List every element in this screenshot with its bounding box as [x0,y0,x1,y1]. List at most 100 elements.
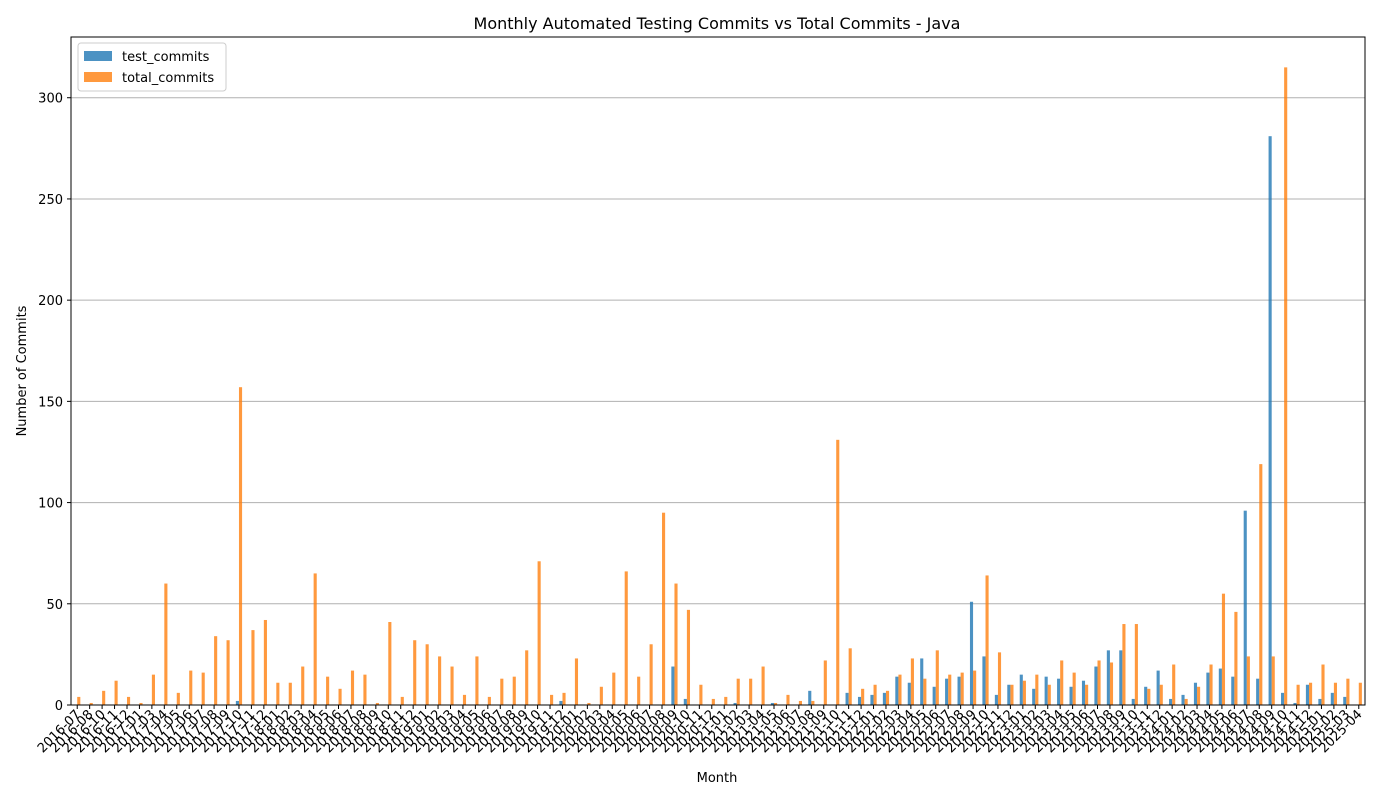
bar-total-commits [413,640,417,705]
bar-test-commits [1106,650,1110,705]
bar-total-commits [1159,684,1163,705]
bar-test-commits [671,666,675,705]
bar-total-commits [798,700,802,705]
bar-test-commits [994,694,998,705]
bar-total-commits [873,684,877,705]
bar-total-commits [1221,593,1226,705]
grid [71,97,1365,706]
bar-total-commits [1147,688,1151,705]
bar-total-commits [114,680,118,705]
bar-total-commits [973,670,977,705]
bar-test-commits [895,676,899,705]
bar-test-commits [1206,672,1210,705]
legend-swatch-total-commits [84,72,112,82]
bar-total-commits [338,688,342,705]
bar-total-commits [562,692,566,705]
bar-test-commits [1318,698,1322,705]
bar-test-commits [1144,686,1148,705]
bar-total-commits [836,439,840,705]
bar-total-commits [102,690,106,705]
bar-total-commits [1109,662,1114,705]
bar-total-commits [1271,656,1275,705]
bar-test-commits [870,694,874,705]
bar-test-commits [845,692,849,705]
bar-total-commits [400,696,404,705]
bar-total-commits [761,666,765,705]
bar-total-commits [699,684,703,705]
x-axis-label: Month [697,771,738,786]
bar-test-commits [957,676,961,705]
plot-frame [70,36,1366,706]
bar-total-commits [674,583,678,705]
bar-test-commits [1305,684,1310,705]
chart-title: Monthly Automated Testing Commits vs Tot… [474,14,961,33]
bar-test-commits [1081,680,1086,705]
bar-total-commits [1134,624,1138,705]
bar-total-commits [263,619,267,705]
bar-total-commits [288,682,292,705]
bar-total-commits [637,676,641,705]
bar-test-commits [1044,676,1048,705]
x-axis: 2016-072016-082016-102016-112016-122017-… [35,705,1366,756]
bar-total-commits [425,644,429,705]
bar-total-commits [1047,684,1051,705]
bar-test-commits [770,702,774,705]
bar-total-commits [612,672,616,705]
bar-test-commits [1131,698,1135,705]
bar-total-commits [1060,660,1064,705]
bar-total-commits [89,702,93,705]
legend: test_commits total_commits [77,42,227,92]
bar-total-commits [214,636,218,705]
bar-total-commits [363,674,367,705]
bar-total-commits [823,660,827,705]
bar-total-commits [1346,678,1350,705]
bar-total-commits [375,702,379,705]
bar-test-commits [1256,678,1260,705]
bar-total-commits [724,696,728,705]
bar-test-commits [1119,650,1123,705]
legend-swatch-test-commits [84,51,112,61]
bar-test-commits [1218,668,1222,705]
bar-total-commits [487,696,491,705]
y-tick-label: 200 [38,294,63,309]
bar-total-commits [662,512,666,705]
y-tick-label: 0 [55,699,63,714]
bar-test-commits [932,686,936,705]
bar-test-commits [882,692,886,705]
bar-test-commits [969,601,974,705]
bar-total-commits [997,652,1002,705]
bar-total-commits [201,672,205,705]
bar-total-commits [238,387,243,705]
bar-test-commits [945,678,949,705]
bars [77,67,1362,706]
bar-total-commits [176,692,180,705]
bar-total-commits [77,696,81,705]
bar-total-commits [388,622,392,705]
bar-test-commits [1193,682,1198,705]
bar-total-commits [1234,611,1238,705]
bar-total-commits [226,640,230,705]
bar-test-commits [1019,674,1023,705]
bar-total-commits [1172,664,1176,705]
bar-total-commits [1097,660,1101,705]
bar-total-commits [164,583,168,705]
bar-total-commits [599,686,603,705]
bar-total-commits [326,676,330,705]
y-axis-label: Number of Commits [15,305,30,436]
bar-total-commits [960,672,964,705]
bar-total-commits [512,676,516,705]
bar-test-commits [733,702,737,705]
bar-total-commits [624,571,628,705]
bar-total-commits [1197,686,1201,705]
bar-test-commits [559,700,563,705]
bar-test-commits [1032,688,1036,705]
bar-test-commits [1268,136,1272,706]
bar-total-commits [1309,682,1313,705]
bar-total-commits [537,561,541,705]
bar-total-commits [910,658,914,705]
bar-test-commits [920,658,924,705]
bar-total-commits [948,674,952,705]
bar-test-commits [1243,510,1247,705]
bar-total-commits [1296,684,1300,705]
